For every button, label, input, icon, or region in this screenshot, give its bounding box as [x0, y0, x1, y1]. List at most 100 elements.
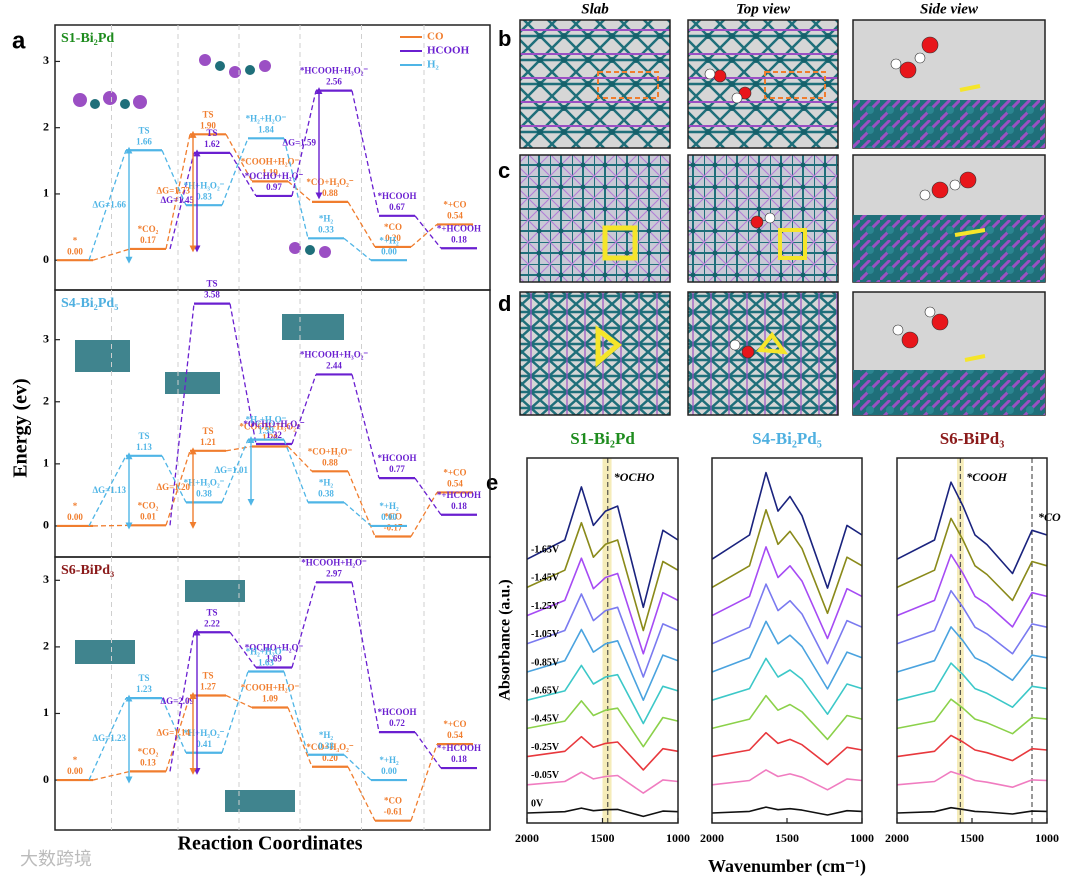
adsorbates — [704, 36, 977, 359]
state-label: *H+H₃O₂⁻ — [184, 477, 225, 487]
energy-value: 1.69 — [266, 654, 282, 664]
energy-value: 0.83 — [196, 191, 212, 201]
y-axis-title: Energy (ev) — [10, 378, 32, 477]
state-label: *+HCOOH — [437, 743, 481, 753]
state-label: *H₂+H₂O⁻ — [246, 415, 287, 425]
spectrum — [711, 546, 863, 640]
energy-value: 0.38 — [196, 488, 212, 498]
panel-label: d — [498, 291, 511, 316]
spectrum — [711, 583, 863, 665]
x-axis-title: Wavenumber (cm⁻¹) — [708, 856, 866, 877]
energy-value: 0.72 — [389, 718, 405, 728]
spectrum — [896, 806, 1048, 815]
state-label: *H+H₃O₂⁻ — [184, 180, 225, 190]
state-label: *+CO — [443, 467, 466, 477]
spectrum — [896, 553, 1048, 628]
state-label: *CO+H₂O⁻ — [308, 446, 353, 456]
y-tick-label: 3 — [43, 53, 49, 67]
potential-label: -1.65V — [531, 545, 560, 556]
highlight-band — [602, 458, 612, 823]
spectrum — [896, 734, 1048, 762]
legend-label: H₂ — [427, 59, 440, 71]
marker-label: *OCHO — [614, 470, 655, 484]
connector — [287, 707, 313, 767]
connector — [88, 697, 127, 781]
state-label: *HCOOH+H₂O⁻ — [301, 557, 367, 567]
state-label: * — [73, 501, 78, 511]
state-label: *+H₂ — [379, 501, 399, 511]
spectrum — [711, 620, 863, 690]
potential-label: -0.45V — [531, 714, 560, 725]
connector — [343, 754, 372, 781]
spectrum — [711, 731, 863, 766]
state-label: *+H₂ — [379, 755, 399, 765]
state-label: TS — [206, 607, 217, 617]
energy-value: 1.39 — [258, 426, 274, 436]
state-label: *H₂ — [319, 213, 334, 223]
energy-value: 1.27 — [200, 682, 216, 692]
potential-label: -0.85V — [531, 657, 560, 668]
energy-value: 1.66 — [136, 136, 152, 146]
marker-label: *COOH — [966, 470, 1007, 484]
energy-value: 2.97 — [326, 568, 342, 578]
model-pictures — [73, 54, 344, 812]
spectrum — [711, 471, 863, 589]
state-label: *OCHO+H₂O⁻ — [245, 171, 304, 181]
connector — [291, 90, 317, 197]
energy-value: 0.00 — [381, 766, 397, 776]
state-label: TS — [202, 671, 213, 681]
energy-value: 0.18 — [451, 754, 467, 764]
panel-title: S1-Bi₂Pd — [570, 429, 635, 448]
x-tick-label: 1500 — [591, 831, 615, 845]
energy-value: 3.58 — [204, 290, 220, 300]
spectrum — [526, 557, 679, 655]
state-label: *+HCOOH — [437, 223, 481, 233]
connector — [221, 138, 249, 206]
energy-value: 0.38 — [318, 488, 334, 498]
spectrum — [896, 770, 1048, 788]
spectrum — [526, 486, 679, 609]
state-label: *HCOOH — [377, 707, 416, 717]
state-label: *CO+H₃O₂⁻ — [306, 177, 354, 187]
delta-g-label: ΔG=1.23 — [92, 733, 126, 743]
connector — [88, 150, 127, 261]
energy-value: 1.19 — [262, 167, 278, 177]
spectrum — [711, 657, 863, 715]
state-label: *CO₂ — [138, 224, 159, 234]
spectrum — [526, 700, 679, 748]
slab-image — [519, 291, 671, 416]
panel-title: S6-BiPd₃ — [940, 429, 1005, 448]
delta-g-label: ΔG=1.14 — [156, 728, 190, 738]
connector — [225, 133, 253, 182]
state-label: *+HCOOH — [437, 490, 481, 500]
top-view-image — [687, 154, 839, 283]
energy-value: 0.20 — [385, 233, 401, 243]
connector — [351, 582, 380, 733]
energy-value: 0.33 — [318, 224, 334, 234]
connector — [351, 90, 380, 216]
panel-title: S1-Bi₂Pd — [61, 31, 114, 46]
state-label: *COOH+H₃O₂⁻ — [239, 422, 301, 432]
spectrum — [526, 771, 679, 794]
energy-value: 0.00 — [381, 512, 397, 522]
connector — [169, 303, 195, 526]
spectrum — [526, 807, 679, 818]
energy-value: 0.54 — [447, 730, 463, 740]
slab-image — [519, 154, 671, 283]
state-label: * — [73, 755, 78, 765]
energy-value: 0.00 — [381, 246, 397, 256]
connector — [291, 582, 317, 668]
spectrum — [896, 481, 1048, 575]
delta-g-label: ΔG=2.09 — [160, 696, 194, 706]
delta-g-label: ΔG=1.66 — [92, 199, 126, 209]
potential-label: -0.05V — [531, 770, 560, 781]
connector — [221, 671, 249, 753]
state-label: TS — [138, 673, 149, 683]
potential-label: -1.45V — [531, 573, 560, 584]
energy-value: 1.63 — [258, 658, 274, 668]
state-label: TS — [206, 128, 217, 138]
state-label: *HCOOH+H₃O₂⁻ — [300, 66, 369, 76]
spectrum — [896, 626, 1048, 682]
state-label: *OCHO+H₃O₂⁻ — [243, 419, 305, 429]
state-label: *H₂+H₂O⁻ — [246, 113, 287, 123]
